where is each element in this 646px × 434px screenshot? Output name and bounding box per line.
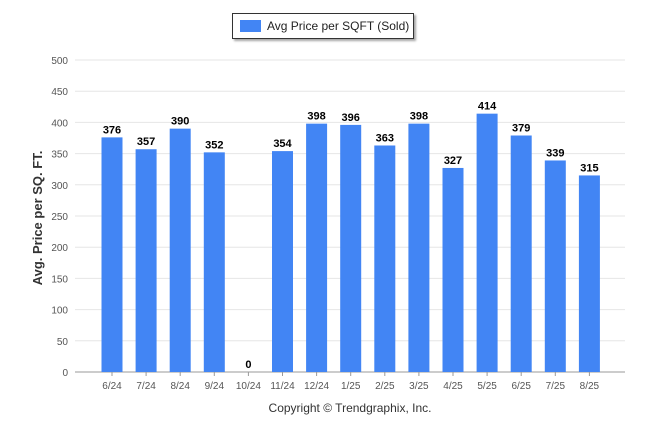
y-tick-label: 50 xyxy=(57,337,69,348)
x-tick-label: 4/25 xyxy=(443,381,463,392)
copyright-text: Copyright © Trendgraphix, Inc. xyxy=(268,401,432,415)
x-tick-label: 3/25 xyxy=(409,381,429,392)
x-tick-label: 5/25 xyxy=(477,381,497,392)
data-label: 363 xyxy=(376,132,394,144)
data-label: 357 xyxy=(137,136,155,148)
data-label: 398 xyxy=(307,111,325,123)
data-label: 376 xyxy=(103,124,121,136)
x-tick-label: 7/24 xyxy=(136,381,156,392)
bar xyxy=(510,135,532,372)
y-tick-label: 500 xyxy=(51,56,68,67)
bar xyxy=(442,167,464,372)
data-label: 414 xyxy=(478,101,497,113)
y-tick-label: 350 xyxy=(51,150,68,161)
y-tick-label: 150 xyxy=(51,274,68,285)
x-tick-label: 1/25 xyxy=(341,381,361,392)
data-label: 354 xyxy=(273,138,292,150)
data-label: 379 xyxy=(512,123,530,135)
data-label: 315 xyxy=(580,162,598,174)
bar xyxy=(544,160,566,372)
y-tick-label: 250 xyxy=(51,212,68,223)
bar xyxy=(135,149,157,372)
legend-label: Avg Price per SQFT (Sold) xyxy=(267,19,410,33)
bar xyxy=(101,137,123,372)
data-label: 396 xyxy=(342,112,360,124)
x-tick-label: 8/25 xyxy=(580,381,600,392)
y-tick-label: 100 xyxy=(51,306,68,317)
data-label: 339 xyxy=(546,147,564,159)
data-label: 390 xyxy=(171,116,189,128)
x-tick-label: 8/24 xyxy=(170,381,190,392)
bar xyxy=(340,124,362,372)
x-tick-label: 11/24 xyxy=(270,381,295,392)
y-axis-title: Avg. Price per SQ. FT. xyxy=(30,151,45,286)
y-tick-label: 450 xyxy=(51,87,68,98)
x-tick-label: 10/24 xyxy=(236,381,261,392)
x-tick-label: 9/24 xyxy=(205,381,225,392)
y-tick-label: 0 xyxy=(62,368,68,379)
bar xyxy=(203,152,225,372)
bar xyxy=(272,151,293,372)
bar xyxy=(374,145,396,372)
y-tick-label: 200 xyxy=(51,243,68,254)
bar xyxy=(476,113,498,372)
x-tick-label: 7/25 xyxy=(546,381,566,392)
x-tick-label: 6/24 xyxy=(102,381,122,392)
data-label: 327 xyxy=(444,155,462,167)
x-tick-label: 6/25 xyxy=(511,381,531,392)
x-tick-label: 12/24 xyxy=(304,381,329,392)
data-label: 352 xyxy=(205,139,223,151)
chart-legend: Avg Price per SQFT (Sold) xyxy=(232,13,414,39)
data-label: 0 xyxy=(245,359,251,371)
y-tick-label: 400 xyxy=(51,118,68,129)
bar xyxy=(169,128,191,372)
bar xyxy=(306,123,328,372)
x-tick-label: 2/25 xyxy=(375,381,395,392)
legend-swatch xyxy=(240,20,261,32)
bar xyxy=(578,175,600,372)
data-label: 398 xyxy=(410,111,428,123)
y-tick-label: 300 xyxy=(51,181,68,192)
bar xyxy=(408,123,430,372)
